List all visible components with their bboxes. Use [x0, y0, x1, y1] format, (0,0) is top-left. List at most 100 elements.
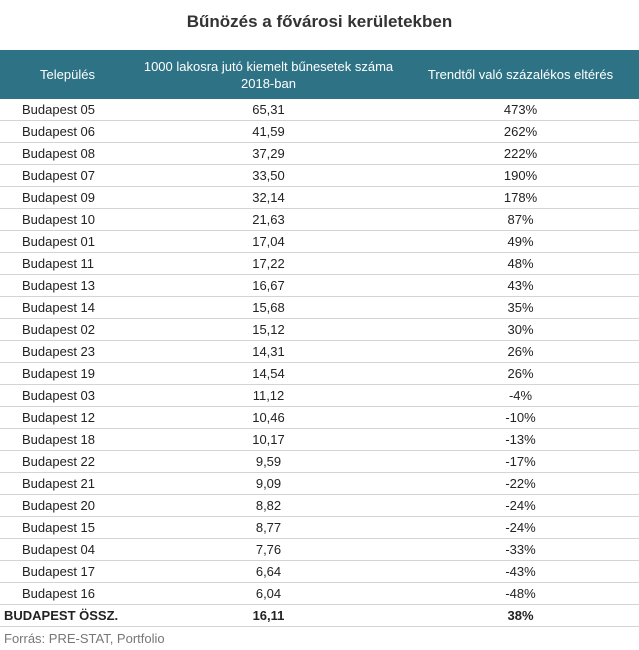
crime-rate-value: 16,67: [135, 274, 402, 297]
table-row: Budapest 08 37,29 222%: [0, 142, 639, 165]
district-name: Budapest 19: [0, 362, 135, 385]
district-name: Budapest 05: [0, 99, 135, 121]
table-row: Budapest 05 65,31 473%: [0, 99, 639, 121]
district-name: Budapest 15: [0, 516, 135, 539]
trend-deviation-value: 43%: [402, 274, 639, 297]
crime-rate-value: 6,64: [135, 560, 402, 583]
crime-rate-value: 9,59: [135, 450, 402, 473]
trend-deviation-value: -22%: [402, 472, 639, 495]
crime-rate-value: 17,22: [135, 252, 402, 275]
district-name: Budapest 01: [0, 230, 135, 253]
total-trend-deviation: 38%: [402, 604, 639, 627]
district-name: Budapest 13: [0, 274, 135, 297]
district-name: Budapest 20: [0, 494, 135, 517]
table-row: Budapest 18 10,17 -13%: [0, 428, 639, 451]
trend-deviation-value: 49%: [402, 230, 639, 253]
trend-deviation-value: 87%: [402, 208, 639, 231]
trend-deviation-value: 30%: [402, 318, 639, 341]
trend-deviation-value: 26%: [402, 340, 639, 363]
district-name: Budapest 04: [0, 538, 135, 561]
column-header-crime-rate: 1000 lakosra jutó kiemelt bűnesetek szám…: [135, 50, 402, 99]
trend-deviation-value: -33%: [402, 538, 639, 561]
table-row: Budapest 20 8,82 -24%: [0, 494, 639, 517]
district-name: Budapest 08: [0, 142, 135, 165]
crime-rate-value: 9,09: [135, 472, 402, 495]
crime-rate-value: 8,77: [135, 516, 402, 539]
district-name: Budapest 23: [0, 340, 135, 363]
table-row: Budapest 06 41,59 262%: [0, 120, 639, 143]
crime-rate-value: 10,17: [135, 428, 402, 451]
table-row: Budapest 12 10,46 -10%: [0, 406, 639, 429]
crime-rate-value: 41,59: [135, 120, 402, 143]
district-name: Budapest 10: [0, 208, 135, 231]
total-name: BUDAPEST ÖSSZ.: [0, 604, 135, 627]
trend-deviation-value: -24%: [402, 494, 639, 517]
column-header-trend-deviation: Trendtől való százalékos eltérés: [402, 50, 639, 99]
column-header-settlement: Település: [0, 50, 135, 99]
crime-rate-value: 14,31: [135, 340, 402, 363]
table-row: Budapest 22 9,59 -17%: [0, 450, 639, 473]
table-row: Budapest 03 11,12 -4%: [0, 384, 639, 407]
crime-rate-value: 33,50: [135, 164, 402, 187]
table-row: Budapest 15 8,77 -24%: [0, 516, 639, 539]
trend-deviation-value: -4%: [402, 384, 639, 407]
crime-rate-value: 7,76: [135, 538, 402, 561]
district-name: Budapest 11: [0, 252, 135, 275]
crime-rate-value: 6,04: [135, 582, 402, 605]
district-name: Budapest 07: [0, 164, 135, 187]
district-name: Budapest 12: [0, 406, 135, 429]
trend-deviation-value: 190%: [402, 164, 639, 187]
district-name: Budapest 03: [0, 384, 135, 407]
trend-deviation-value: 473%: [402, 99, 639, 121]
crime-table: Település 1000 lakosra jutó kiemelt bűne…: [0, 50, 639, 627]
trend-deviation-value: 35%: [402, 296, 639, 319]
table-row: Budapest 04 7,76 -33%: [0, 538, 639, 561]
district-name: Budapest 16: [0, 582, 135, 605]
table-row: Budapest 01 17,04 49%: [0, 230, 639, 253]
trend-deviation-value: 222%: [402, 142, 639, 165]
district-name: Budapest 14: [0, 296, 135, 319]
trend-deviation-value: -24%: [402, 516, 639, 539]
table-row: Budapest 09 32,14 178%: [0, 186, 639, 209]
trend-deviation-value: -10%: [402, 406, 639, 429]
district-name: Budapest 18: [0, 428, 135, 451]
table-row: Budapest 16 6,04 -48%: [0, 582, 639, 605]
table-row: Budapest 23 14,31 26%: [0, 340, 639, 363]
trend-deviation-value: 178%: [402, 186, 639, 209]
crime-rate-value: 37,29: [135, 142, 402, 165]
crime-rate-value: 21,63: [135, 208, 402, 231]
district-name: Budapest 09: [0, 186, 135, 209]
crime-rate-value: 15,12: [135, 318, 402, 341]
trend-deviation-value: -13%: [402, 428, 639, 451]
trend-deviation-value: 48%: [402, 252, 639, 275]
crime-rate-value: 11,12: [135, 384, 402, 407]
table-row: Budapest 14 15,68 35%: [0, 296, 639, 319]
trend-deviation-value: 262%: [402, 120, 639, 143]
district-name: Budapest 21: [0, 472, 135, 495]
crime-rate-value: 32,14: [135, 186, 402, 209]
table-title: Bűnözés a fővárosi kerületekben: [186, 12, 453, 31]
crime-rate-value: 65,31: [135, 99, 402, 121]
trend-deviation-value: -43%: [402, 560, 639, 583]
district-name: Budapest 06: [0, 120, 135, 143]
crime-rate-value: 14,54: [135, 362, 402, 385]
crime-rate-value: 15,68: [135, 296, 402, 319]
table-row: Budapest 07 33,50 190%: [0, 164, 639, 187]
source-note: Forrás: PRE-STAT, Portfolio: [4, 631, 165, 646]
table-body: Budapest 05 65,31 473% Budapest 06 41,59 262%…: [0, 99, 639, 627]
table-row: Budapest 17 6,64 -43%: [0, 560, 639, 583]
crime-rate-value: 10,46: [135, 406, 402, 429]
table-row: Budapest 11 17,22 48%: [0, 252, 639, 275]
trend-deviation-value: 26%: [402, 362, 639, 385]
table-row: Budapest 10 21,63 87%: [0, 208, 639, 231]
district-name: Budapest 22: [0, 450, 135, 473]
trend-deviation-value: -17%: [402, 450, 639, 473]
crime-rate-value: 17,04: [135, 230, 402, 253]
table-row: Budapest 13 16,67 43%: [0, 274, 639, 297]
total-row: BUDAPEST ÖSSZ. 16,11 38%: [0, 604, 639, 627]
district-name: Budapest 02: [0, 318, 135, 341]
total-crime-rate: 16,11: [135, 604, 402, 627]
table-row: Budapest 19 14,54 26%: [0, 362, 639, 385]
table-header-row: Település 1000 lakosra jutó kiemelt bűne…: [0, 50, 639, 99]
trend-deviation-value: -48%: [402, 582, 639, 605]
